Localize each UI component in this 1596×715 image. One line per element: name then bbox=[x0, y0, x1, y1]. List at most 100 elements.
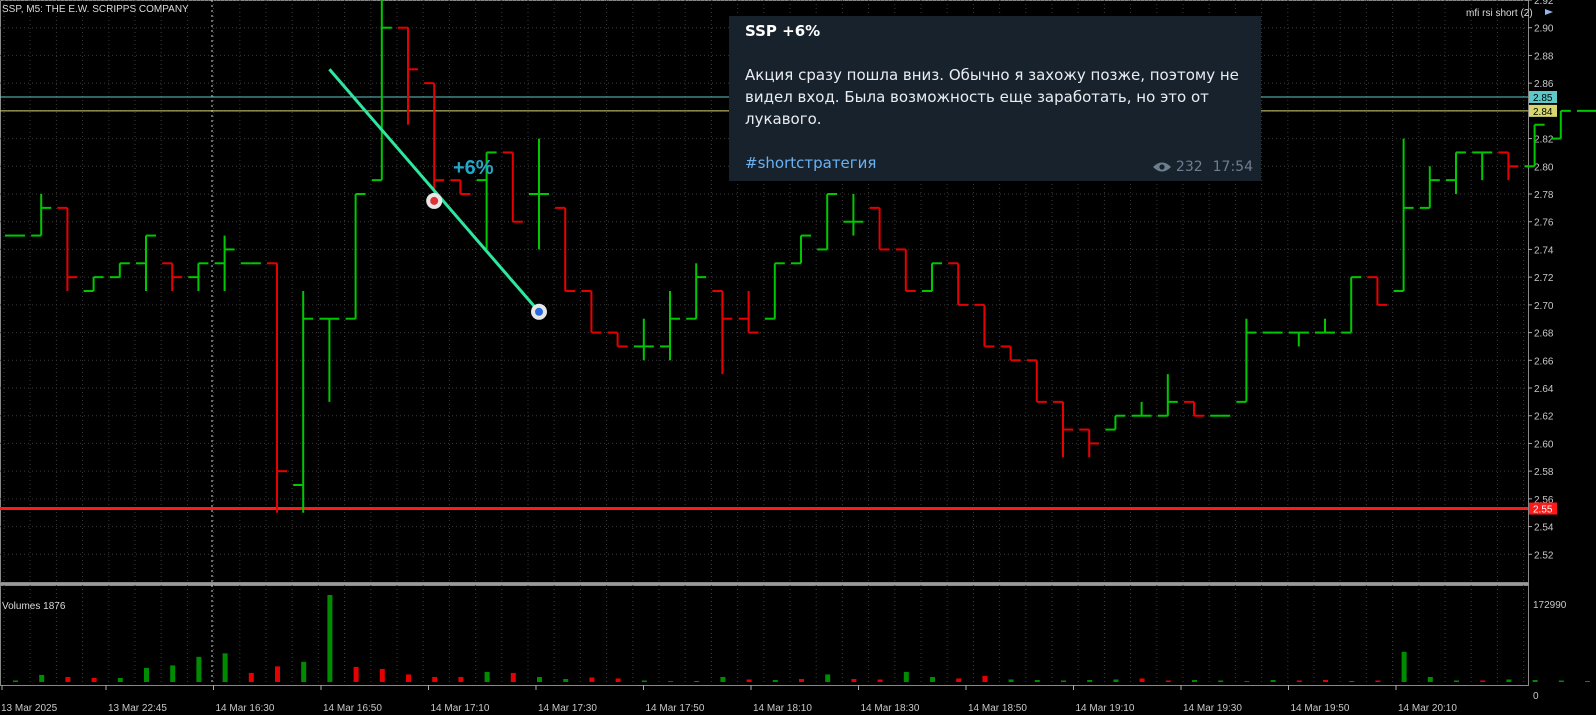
ohlc-bar bbox=[57, 206, 78, 291]
ohlc-bar bbox=[895, 248, 916, 292]
volume-bar bbox=[65, 676, 71, 682]
post-meta: 232 17:54 bbox=[1152, 159, 1253, 175]
x-tick-label: 13 Mar 2025 bbox=[1, 703, 58, 714]
ohlc-bar bbox=[1236, 318, 1257, 403]
ohlc-bar bbox=[136, 234, 156, 291]
symbol-label: SSP, M5: THE E.W. SCRIPPS COMPANY bbox=[2, 4, 189, 15]
y-tick-label: 2.80 bbox=[1534, 162, 1554, 173]
ohlc-bar bbox=[843, 194, 864, 236]
x-tick-label: 14 Mar 18:50 bbox=[968, 703, 1027, 714]
volume-bar bbox=[1008, 679, 1014, 682]
ohlc-bar bbox=[869, 206, 890, 251]
volume-bar bbox=[956, 678, 962, 682]
y-tick-label: 2.58 bbox=[1534, 467, 1554, 478]
x-tick-label: 14 Mar 17:30 bbox=[538, 703, 597, 714]
y-tick-label: 2.82 bbox=[1534, 135, 1554, 146]
volume-bar bbox=[1139, 678, 1145, 682]
x-tick-label: 14 Mar 19:50 bbox=[1291, 703, 1350, 714]
volume-bar bbox=[903, 671, 909, 682]
ohlc-bar bbox=[1393, 138, 1414, 292]
volume-bar bbox=[537, 676, 542, 682]
volume-bar bbox=[1270, 679, 1276, 682]
volume-bar bbox=[1506, 679, 1512, 682]
ohlc-bar bbox=[476, 151, 497, 250]
ohlc-bar bbox=[791, 234, 811, 265]
y-tick-label: 2.72 bbox=[1534, 273, 1554, 284]
ohlc-bar bbox=[345, 193, 366, 320]
volume-axis-min: 0 bbox=[1533, 691, 1539, 702]
ohlc-bar bbox=[1184, 400, 1204, 417]
ohlc-bar bbox=[83, 276, 104, 292]
y-tick-label: 2.92 bbox=[1534, 0, 1554, 7]
price-tag-yellow bbox=[1529, 104, 1557, 117]
trade-marker-dot bbox=[535, 307, 543, 316]
volume-bar bbox=[432, 676, 438, 682]
y-tick-label: 2.66 bbox=[1534, 356, 1554, 367]
indicator-cap-icon bbox=[1545, 9, 1553, 15]
ohlc-bar bbox=[555, 206, 576, 292]
volume-bar bbox=[930, 676, 935, 682]
y-tick-label: 2.78 bbox=[1534, 190, 1554, 201]
volume-bar bbox=[510, 672, 516, 682]
volume-bar bbox=[1585, 680, 1590, 682]
volume-bar bbox=[1454, 680, 1459, 682]
x-tick-label: 14 Mar 18:30 bbox=[861, 703, 920, 714]
post-body: Акция сразу пошла вниз. Обычно я захожу … bbox=[745, 66, 1239, 128]
x-tick-label: 13 Mar 22:45 bbox=[108, 703, 167, 714]
volume-bar bbox=[248, 672, 254, 682]
x-tick-label: 14 Mar 19:30 bbox=[1183, 703, 1242, 714]
volume-bar bbox=[1401, 651, 1407, 682]
volume-bar bbox=[1061, 680, 1066, 682]
ohlc-bar bbox=[1498, 151, 1519, 181]
volume-bar bbox=[1165, 680, 1171, 682]
volume-bar bbox=[563, 678, 569, 682]
ohlc-bar bbox=[738, 291, 759, 334]
eye-icon bbox=[1152, 162, 1171, 172]
trendline bbox=[328, 68, 541, 313]
volume-bar bbox=[668, 680, 673, 682]
volume-label: Volumes 1876 bbox=[2, 601, 66, 612]
ohlc-bar bbox=[633, 318, 654, 361]
volume-bar bbox=[406, 674, 411, 682]
volume-bar bbox=[1558, 680, 1564, 682]
volume-bar bbox=[353, 666, 359, 682]
view-count: 232 bbox=[1175, 159, 1203, 175]
volume-bar bbox=[1349, 680, 1355, 682]
x-tick-label: 14 Mar 20:10 bbox=[1398, 703, 1457, 714]
ohlc-bar bbox=[1131, 401, 1152, 417]
telegram-post-card: SSP +6% Акция сразу пошла вниз. Обычно я… bbox=[729, 16, 1261, 181]
y-tick-label: 2.60 bbox=[1534, 439, 1554, 450]
ohlc-bar bbox=[293, 291, 314, 513]
volume-bar bbox=[1034, 679, 1040, 682]
y-tick-label: 2.52 bbox=[1534, 550, 1554, 561]
price-tag-label: 2.84 bbox=[1533, 107, 1553, 118]
ohlc-bar bbox=[529, 138, 549, 250]
ohlc-bar bbox=[1315, 318, 1335, 334]
y-tick-label: 2.70 bbox=[1534, 301, 1554, 312]
ohlc-bar bbox=[371, 0, 392, 182]
y-tick-label: 2.54 bbox=[1534, 523, 1554, 534]
volume-bar bbox=[222, 653, 228, 682]
volume-pane-frame bbox=[0, 585, 1529, 686]
price-tag-red bbox=[1529, 502, 1557, 515]
ohlc-bar bbox=[1419, 166, 1440, 209]
x-tick-label: 14 Mar 18:10 bbox=[753, 703, 812, 714]
volume-bar bbox=[196, 656, 202, 682]
volume-bar bbox=[39, 674, 45, 682]
ohlc-bar bbox=[712, 290, 733, 375]
volume-bar bbox=[458, 676, 464, 682]
ohlc-bar bbox=[764, 262, 785, 320]
price-tag-cyan bbox=[1529, 91, 1557, 103]
trade-marker-dot bbox=[430, 196, 439, 205]
volume-bar bbox=[694, 680, 700, 682]
y-tick-label: 2.88 bbox=[1534, 51, 1554, 62]
ohlc-bar bbox=[974, 303, 995, 348]
ohlc-bar bbox=[109, 262, 130, 279]
volume-bar bbox=[877, 679, 883, 682]
ohlc-bar bbox=[1157, 374, 1178, 417]
post-hashtag[interactable]: #shortстратегия bbox=[745, 154, 877, 172]
volume-bar bbox=[1480, 680, 1486, 682]
volume-bar bbox=[589, 677, 595, 682]
volume-bar bbox=[1218, 680, 1224, 682]
volume-bar bbox=[1532, 679, 1538, 682]
